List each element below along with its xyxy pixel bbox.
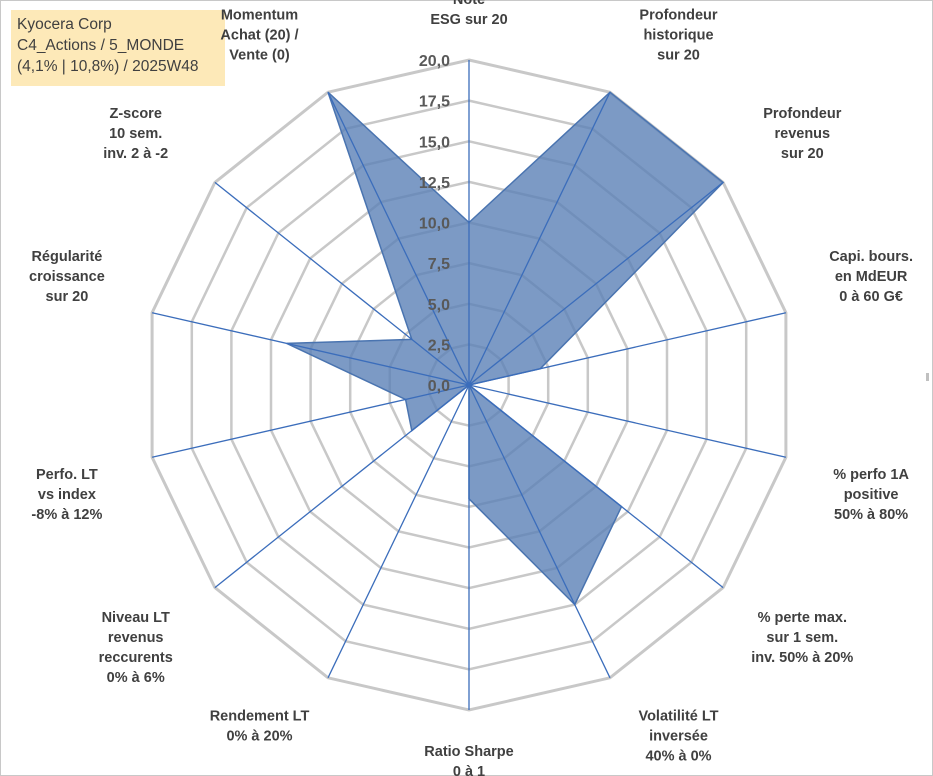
tick-label: 17,5 (419, 94, 450, 111)
axis-label: inversée (649, 729, 708, 745)
series-area (286, 91, 725, 606)
axis-label: 0% à 6% (107, 670, 165, 686)
axis-label: sur 1 sem. (766, 630, 838, 646)
axis-spoke (151, 312, 470, 386)
axis-label: Perfo. LT (36, 467, 98, 483)
axis-label: Profondeur (763, 106, 841, 122)
axis-label: sur 20 (781, 146, 824, 162)
axis-spoke (151, 384, 470, 458)
axis-label: croissance (29, 269, 105, 285)
axis-label: historique (643, 27, 713, 43)
period-label: (4,1% | 10,8%) / 2025W48 (17, 58, 199, 75)
axis-label: Ratio Sharpe (424, 744, 513, 760)
axis-label: 0 à 60 G€ (839, 289, 903, 305)
info-box: Kyocera Corp C4_Actions / 5_MONDE (4,1% … (11, 10, 225, 86)
axis-label: vs index (38, 487, 96, 503)
company-name: Kyocera Corp (17, 16, 112, 33)
axis-label: ESG sur 20 (430, 12, 507, 28)
axis-label: Volatilité LT (638, 709, 718, 725)
axis-spoke (468, 384, 724, 589)
scrollbar-handle[interactable] (926, 373, 929, 381)
axis-label: 40% à 0% (645, 749, 711, 765)
axis-label: % perfo 1A (833, 467, 909, 483)
axis-label: Momentum (221, 7, 298, 23)
axis-label: Rendement LT (210, 709, 310, 725)
axis-label: sur 20 (657, 47, 700, 63)
axis-label: en MdEUR (835, 269, 908, 285)
axis-label: Régularité (31, 249, 102, 265)
tick-label: 7,5 (428, 256, 450, 273)
axis-label: revenus (108, 630, 164, 646)
axis-label: Capi. bours. (829, 249, 913, 265)
tick-label: 2,5 (428, 337, 450, 354)
tick-label: 10,0 (419, 216, 450, 233)
axis-label: % perte max. (758, 610, 847, 626)
tick-label: 0,0 (428, 378, 450, 395)
axis-label: reccurents (99, 650, 173, 666)
axis-label: sur 20 (46, 289, 89, 305)
axis-spoke (468, 181, 724, 386)
axis-spoke (468, 91, 611, 386)
axis-spoke (327, 384, 470, 679)
axis-label: 10 sem. (109, 126, 162, 142)
tick-label: 20,0 (419, 53, 450, 70)
axis-label: Achat (20) / (220, 27, 298, 43)
axis-label: 0% à 20% (226, 729, 292, 745)
axis-label: 0 à 1 (453, 764, 485, 776)
portfolio-label: C4_Actions / 5_MONDE (17, 37, 185, 54)
axis-label: inv. 2 à -2 (103, 146, 168, 162)
axis-label: Z-score (110, 106, 162, 122)
tick-label: 5,0 (428, 297, 450, 314)
axis-label: positive (844, 487, 899, 503)
axis-spoke (468, 384, 611, 679)
axis-label: Note (453, 0, 485, 8)
axis-label: Vente (0) (229, 47, 290, 63)
axis-spoke (468, 312, 787, 386)
axis-label: Profondeur (639, 7, 717, 23)
axis-label: Niveau LT (102, 610, 170, 626)
axis-label: revenus (774, 126, 830, 142)
axis-spoke (214, 384, 470, 589)
axis-label: inv. 50% à 20% (751, 650, 853, 666)
tick-label: 15,0 (419, 134, 450, 151)
tick-label: 12,5 (419, 175, 450, 192)
axis-spoke (468, 384, 787, 458)
axis-spoke (214, 181, 470, 386)
axis-label: 50% à 80% (834, 507, 908, 523)
axis-label: -8% à 12% (31, 507, 102, 523)
axis-spoke (327, 91, 470, 386)
